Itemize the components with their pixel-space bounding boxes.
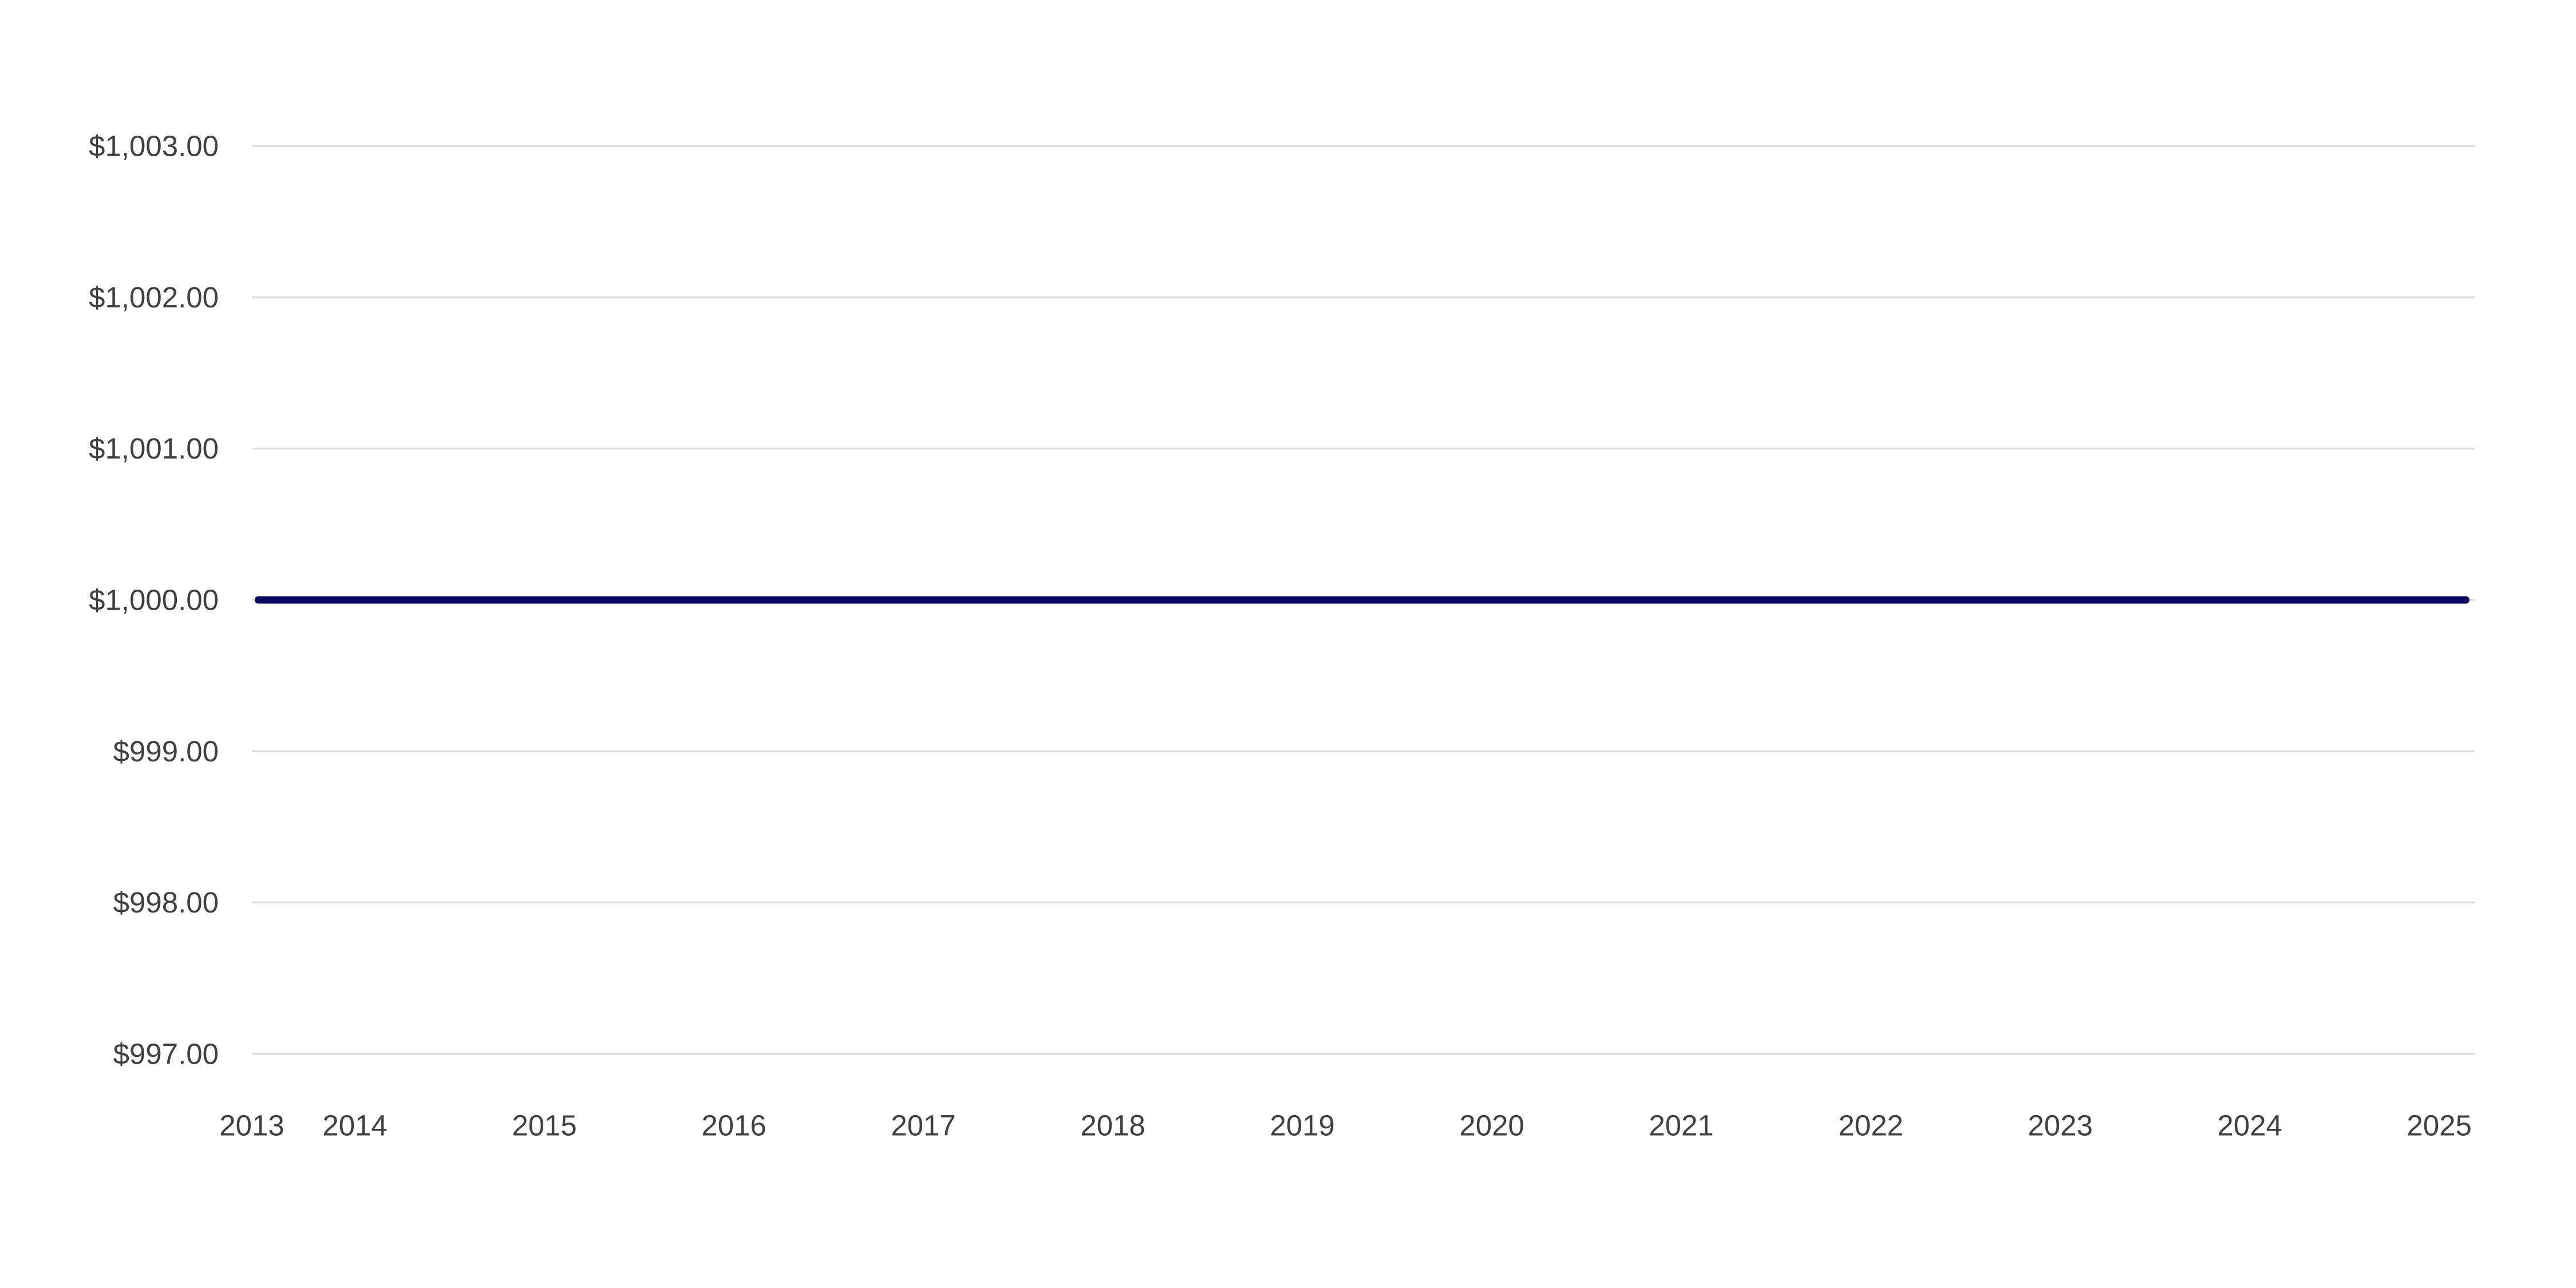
x-axis-tick-label: 2021 xyxy=(1649,1109,1713,1142)
x-axis-tick-label: 2024 xyxy=(2217,1109,2282,1142)
y-axis-tick-label: $1,000.00 xyxy=(89,584,219,617)
x-axis-tick-label: 2013 xyxy=(219,1109,284,1142)
x-axis-tick-label: 2017 xyxy=(891,1109,955,1142)
x-axis-tick-label: 2023 xyxy=(2028,1109,2092,1142)
x-axis-tick-label: 2025 xyxy=(2407,1109,2471,1142)
x-axis-tick-label: 2015 xyxy=(512,1109,576,1142)
y-axis-tick-label: $999.00 xyxy=(113,735,219,768)
x-axis-tick-label: 2014 xyxy=(322,1109,387,1142)
y-axis-tick-label: $1,002.00 xyxy=(89,281,219,314)
x-axis-tick-label: 2019 xyxy=(1270,1109,1334,1142)
y-axis-tick-label: $1,001.00 xyxy=(89,432,219,465)
x-axis-tick-label: 2018 xyxy=(1080,1109,1145,1142)
x-axis-tick-label: 2022 xyxy=(1838,1109,1903,1142)
y-axis-tick-label: $998.00 xyxy=(113,886,219,919)
x-axis-tick-label: 2016 xyxy=(701,1109,766,1142)
y-axis-tick-label: $1,003.00 xyxy=(89,130,219,163)
x-axis-tick-label: 2020 xyxy=(1459,1109,1524,1142)
y-axis-tick-label: $997.00 xyxy=(113,1038,219,1070)
